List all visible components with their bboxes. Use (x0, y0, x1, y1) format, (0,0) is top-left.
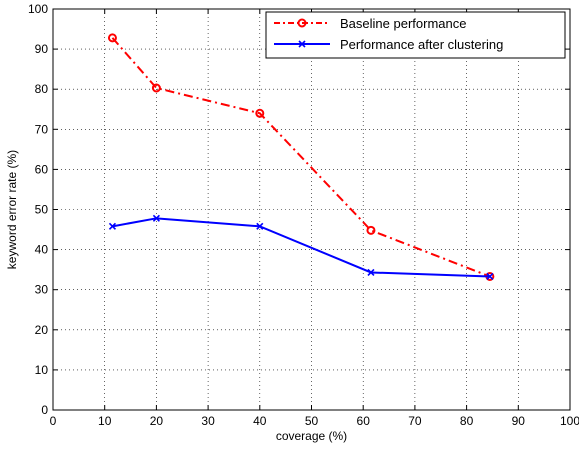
series-0-point (255, 108, 265, 118)
y-tick-label: 90 (35, 42, 49, 56)
x-tick-label: 10 (98, 414, 112, 428)
x-axis-label: coverage (%) (276, 429, 347, 443)
x-tick-label: 100 (560, 414, 579, 428)
y-tick-label: 50 (35, 203, 49, 217)
x-tick-label: 90 (512, 414, 526, 428)
x-tick-label: 30 (201, 414, 215, 428)
series-1-point (108, 222, 117, 230)
legend-label: Baseline performance (340, 16, 466, 31)
y-tick-label: 20 (35, 323, 49, 337)
series-0-point (366, 225, 376, 235)
series-1-point (367, 268, 375, 277)
x-tick-label: 60 (357, 414, 371, 428)
x-tick-label: 20 (150, 414, 164, 428)
series-0-point (151, 83, 161, 93)
series-line-1 (112, 217, 490, 278)
grid (53, 9, 570, 410)
x-tick-label: 80 (460, 414, 474, 428)
legend-box (265, 11, 566, 59)
y-tick-label: 10 (35, 363, 49, 377)
y-tick-label: 40 (35, 243, 49, 257)
series-line-0 (111, 37, 491, 278)
series-1-point (256, 222, 264, 230)
y-tick-label: 80 (35, 82, 49, 96)
y-tick-label: 100 (28, 2, 48, 16)
series-1-point (486, 272, 494, 281)
axis-ticks: 0 10 20 30 40 50 60 70 80 90 100 0 10 20 30 40 50 60 70 80 9… (28, 2, 579, 428)
legend-label: Performance after clustering (340, 37, 503, 52)
y-tick-label: 0 (41, 403, 48, 417)
series-1-point (152, 214, 160, 222)
x-tick-label: 70 (408, 414, 422, 428)
y-tick-label: 60 (35, 162, 49, 176)
x-tick-label: 50 (305, 414, 319, 428)
legend-marker-0 (297, 18, 307, 28)
legend-marker-1 (298, 40, 306, 48)
y-tick-label: 70 (35, 122, 49, 136)
y-tick-label: 30 (35, 283, 49, 297)
series (107, 33, 495, 281)
x-tick-label: 0 (50, 414, 57, 428)
y-axis-label: keyword error rate (%) (5, 150, 19, 269)
x-tick-label: 40 (253, 414, 267, 428)
series-0-point (107, 33, 117, 43)
legend: Baseline performance Performance after cl… (265, 11, 566, 59)
